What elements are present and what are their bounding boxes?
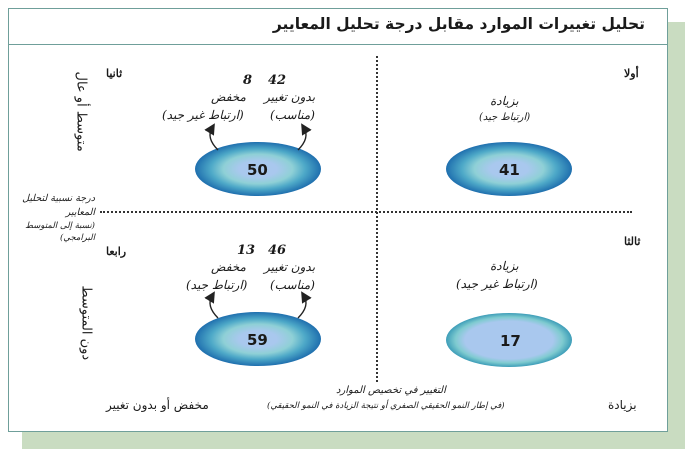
title-bar: تحليل تغييرات الموارد مقابل درجة تحليل ا…	[9, 9, 667, 45]
y-axis-lower-label: دون المتوسط	[78, 285, 94, 361]
q3-sub-label: (ارتباط غير جيد)	[456, 277, 538, 291]
q1-value: 41	[499, 161, 520, 179]
q4-left-sub: (ارتباط جيد)	[186, 278, 248, 292]
q2-right-label: بدون تغيير	[264, 90, 316, 104]
q4-value: 59	[247, 331, 268, 349]
x-axis-right-label: بزيادة	[608, 398, 637, 412]
q4-right-count: 46	[268, 243, 287, 258]
arrow-q4-right	[297, 291, 312, 319]
q2-left-count: 8	[243, 73, 253, 88]
q2-right-count: 42	[268, 73, 287, 88]
horizontal-divider	[100, 211, 632, 213]
figure-title: تحليل تغييرات الموارد مقابل درجة تحليل ا…	[272, 15, 645, 33]
figure-panel: تحليل تغييرات الموارد مقابل درجة تحليل ا…	[8, 8, 668, 432]
q1-top-label: بزيادة	[490, 94, 519, 108]
arrow-q4-left	[204, 291, 219, 319]
q3-label: ثالثا	[624, 235, 641, 248]
y-axis-title: درجة نسبية لتحليل المعايير	[22, 193, 95, 218]
q1-label: أولا	[624, 67, 639, 80]
ellipse-q3	[446, 313, 572, 367]
q2-left-sub: (ارتباط غير جيد)	[162, 108, 244, 122]
x-axis-left-label: مخفض أو بدون تغيير	[106, 398, 209, 412]
q2-left-label: مخفض	[211, 90, 246, 104]
arrow-q2-left	[204, 123, 219, 151]
vertical-divider	[376, 56, 378, 382]
ellipse-q1	[446, 142, 572, 196]
q2-value: 50	[247, 161, 268, 179]
q3-value: 17	[500, 332, 521, 350]
q1-sub-label: (ارتباط جيد)	[479, 112, 531, 123]
q2-right-sub: (مناسب)	[270, 108, 315, 122]
q4-left-count: 13	[237, 243, 256, 258]
x-axis-title: التغيير في تخصيص الموارد	[336, 385, 446, 396]
arrow-q2-right	[297, 123, 312, 151]
x-axis-subtitle: (في إطار النمو الحقيقي الصفري أو نتيجة ا…	[267, 401, 505, 411]
y-axis-subtitle: (نسبة إلى المتوسط البرامجي)	[25, 221, 95, 243]
ellipse-q2	[195, 142, 321, 196]
q4-left-label: مخفض	[211, 260, 246, 274]
q4-right-sub: (مناسب)	[270, 278, 315, 292]
q3-top-label: بزيادة	[490, 259, 519, 273]
y-axis-upper-label: متوسط أو عال	[73, 71, 89, 152]
q4-label: رابعا	[106, 245, 127, 258]
ellipse-q4	[195, 312, 321, 366]
q2-label: ثانيا	[106, 67, 123, 80]
q4-right-label: بدون تغيير	[264, 260, 316, 274]
